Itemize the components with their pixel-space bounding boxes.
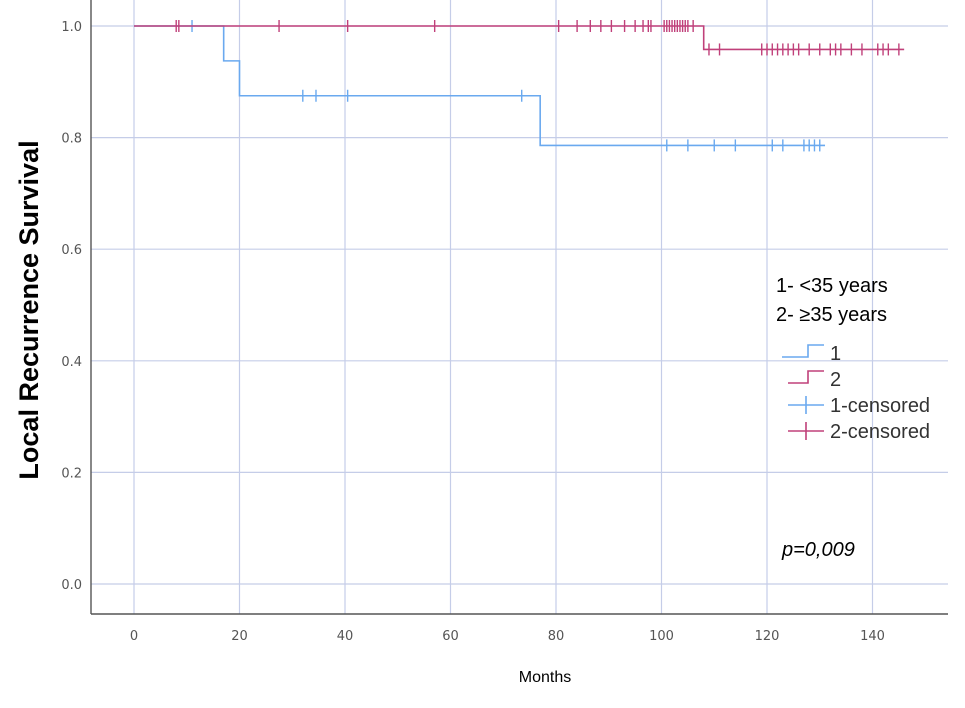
x-tick-label: 40 <box>337 629 354 644</box>
x-tick-label: 0 <box>130 629 138 644</box>
series-2 <box>134 20 905 56</box>
legend-symbol-series-1-censored <box>788 396 824 414</box>
series-1 <box>134 20 826 152</box>
x-tick-label: 140 <box>860 629 885 644</box>
x-tick-labels: 0 20 40 60 80 100 120 140 <box>130 629 885 644</box>
legend: 1- <35 years 2- ≥35 years 1 2 1-censored… <box>776 275 930 443</box>
legend-label-series-1: 1 <box>830 343 841 365</box>
y-tick-label: 0.0 <box>61 578 82 593</box>
legend-note-1: 1- <35 years <box>776 275 888 297</box>
y-tick-labels: 0.0 0.2 0.4 0.6 0.8 1.0 <box>61 20 82 593</box>
x-tick-label: 80 <box>548 629 565 644</box>
legend-label-series-1-censored: 1-censored <box>830 395 930 417</box>
survival-curve-2 <box>134 25 905 51</box>
y-tick-label: 0.4 <box>61 355 82 370</box>
y-tick-label: 0.2 <box>61 466 82 481</box>
legend-note-2: 2- ≥35 years <box>776 304 887 326</box>
y-axis-label: Local Recurrence Survival <box>14 140 44 479</box>
x-tick-label: 60 <box>442 629 459 644</box>
y-tick-label: 1.0 <box>61 20 82 35</box>
x-tick-label: 120 <box>755 629 780 644</box>
x-axis-label: Months <box>519 669 571 686</box>
y-tick-label: 0.8 <box>61 132 82 147</box>
legend-label-series-2-censored: 2-censored <box>830 421 930 443</box>
axes <box>90 0 948 615</box>
legend-symbol-series-2-censored <box>788 422 824 440</box>
series-group <box>134 20 905 152</box>
legend-symbol-series-2 <box>788 370 824 384</box>
x-tick-label: 100 <box>649 629 674 644</box>
p-value-annotation: p=0,009 <box>781 539 855 561</box>
survival-curve-1 <box>134 25 826 147</box>
legend-label-series-2: 2 <box>830 369 841 391</box>
x-tick-label: 20 <box>231 629 248 644</box>
legend-symbol-series-1 <box>782 344 824 358</box>
y-tick-label: 0.6 <box>61 243 82 258</box>
